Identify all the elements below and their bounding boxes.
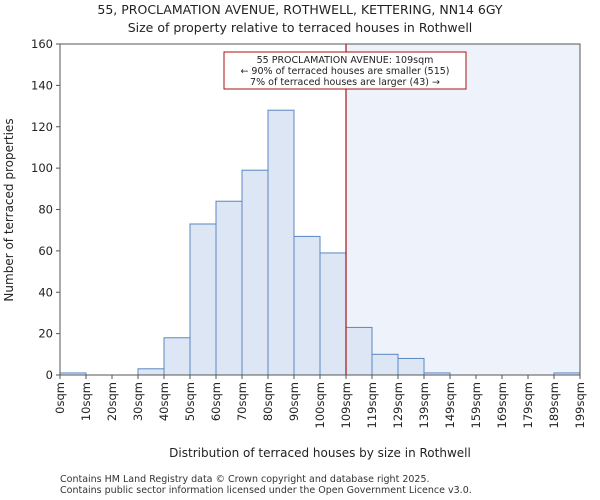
bar [397, 357, 425, 376]
x-axis-label: Distribution of terraced houses by size … [169, 446, 471, 460]
bar [267, 109, 295, 376]
x-tick-label: 149sqm [443, 382, 457, 428]
x-tick-label: 90sqm [287, 382, 301, 421]
x-tick-label: 129sqm [391, 382, 405, 428]
y-tick-label: 120 [31, 120, 53, 134]
x-tick-label: 0sqm [53, 382, 67, 414]
y-tick-label: 160 [31, 37, 53, 51]
annotation-line-3: 7% of terraced houses are larger (43) → [250, 77, 440, 88]
y-tick-label: 100 [31, 161, 53, 175]
x-tick-label: 60sqm [209, 382, 223, 421]
y-axis-label: Number of terraced properties [2, 118, 16, 301]
bar [345, 326, 373, 376]
x-tick-label: 30sqm [131, 382, 145, 421]
plot-area: 0 20 40 60 80 100 120 140 160 0sqm 10sqm 20sqm 30sqm… [31, 37, 587, 428]
footer-licence: Contains public sector information licen… [60, 485, 472, 496]
y-tick-label: 40 [38, 285, 53, 299]
bar [241, 169, 269, 376]
annotation-frame [223, 51, 467, 90]
bar [293, 235, 321, 376]
bar [215, 200, 243, 376]
x-tick-label: 139sqm [417, 382, 431, 428]
bar [319, 252, 347, 376]
x-tick-label: 20sqm [105, 382, 119, 421]
chart-title: 55, PROCLAMATION AVENUE, ROTHWELL, KETTE… [97, 2, 503, 17]
y-tick-label: 0 [46, 368, 53, 382]
y-tick-label: 60 [38, 244, 53, 258]
x-tick-label: 109sqm [339, 382, 353, 428]
annotation-box: 55 PROCLAMATION AVENUE: 109sqm ← 90% of … [223, 51, 467, 90]
annotation-line-1: 55 PROCLAMATION AVENUE: 109sqm [257, 55, 434, 66]
x-tick-label: 169sqm [495, 382, 509, 428]
x-tick-label: 80sqm [261, 382, 275, 421]
x-tick-label: 179sqm [521, 382, 535, 428]
x-tick-label: 70sqm [235, 382, 249, 421]
x-tick-label: 189sqm [547, 382, 561, 428]
y-tick-label: 140 [31, 78, 53, 92]
bar [137, 368, 165, 376]
x-tick-label: 50sqm [183, 382, 197, 421]
chart-subtitle: Size of property relative to terraced ho… [128, 20, 473, 35]
x-tick-label: 40sqm [157, 382, 171, 421]
larger-region-shade [346, 44, 580, 375]
annotation-line-2: ← 90% of terraced houses are smaller (51… [240, 66, 449, 77]
y-tick-label: 80 [38, 203, 53, 217]
bar [189, 223, 217, 376]
bar [163, 337, 191, 376]
x-tick-label: 159sqm [469, 382, 483, 428]
y-tick-label: 20 [38, 327, 53, 341]
x-tick-label: 119sqm [365, 382, 379, 428]
footer-copyright: Contains HM Land Registry data © Crown c… [60, 474, 430, 485]
x-tick-label: 10sqm [79, 382, 93, 421]
x-tick-label: 100sqm [313, 382, 327, 428]
bar [371, 353, 399, 376]
x-tick-label: 199sqm [573, 382, 587, 428]
